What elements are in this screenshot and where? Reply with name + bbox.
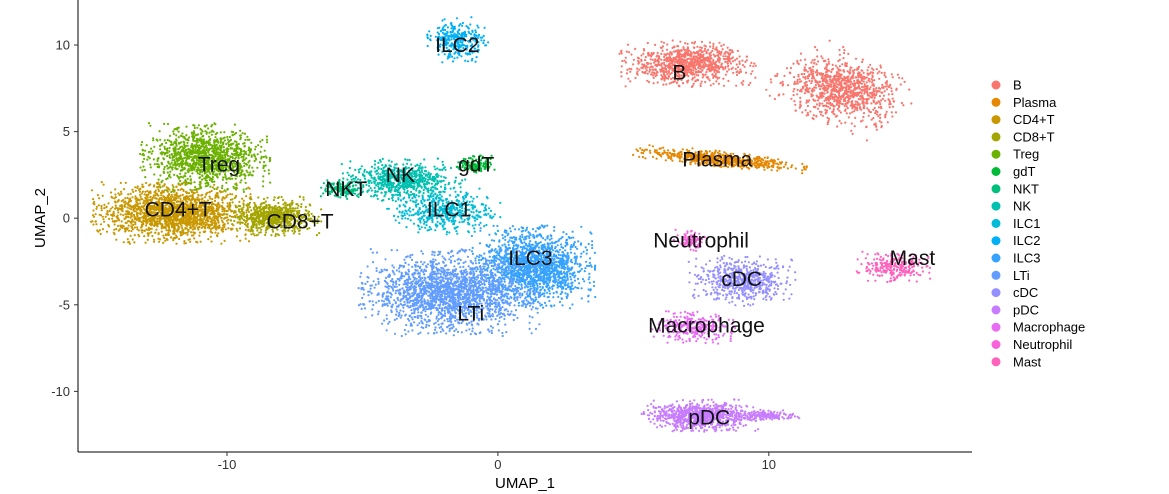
cluster-label: ILC3: [508, 247, 552, 270]
legend-label: pDC: [1013, 302, 1039, 317]
cluster-points-cdc: [687, 254, 797, 307]
x-axis-title: UMAP_1: [495, 475, 555, 492]
legend-item: Mast: [991, 354, 1042, 369]
cluster-points-cd4t: [90, 181, 256, 245]
cluster-label: NK: [386, 164, 415, 187]
cluster-label: CD4+T: [145, 199, 212, 222]
legend-label: Treg: [1013, 147, 1039, 162]
y-tick-label: -10: [51, 384, 70, 399]
cluster-points-nk: [340, 157, 467, 203]
legend-label: CD4+T: [1013, 112, 1055, 127]
legend-key: [991, 167, 1001, 176]
cluster-label: pDC: [688, 406, 730, 429]
cluster-label: ILC1: [427, 199, 471, 222]
cluster-points-ilc2: [426, 16, 490, 64]
cluster-label: Mast: [890, 247, 936, 270]
legend-item: Macrophage: [991, 320, 1085, 335]
legend-item: NKT: [991, 181, 1039, 196]
legend-key: [991, 288, 1001, 298]
legend-label: ILC2: [1013, 233, 1040, 248]
cluster-points-treg: [139, 122, 272, 193]
cluster-label: cDC: [721, 268, 762, 291]
legend-label: CD8+T: [1013, 129, 1055, 144]
legend: B Plasma CD4+T CD8+T Treg gdT NKT NK ILC1 ILC2 ILC…: [991, 78, 1085, 369]
legend-key: [991, 80, 1001, 90]
cluster-label: gdT: [458, 154, 494, 177]
x-tick-label: 10: [762, 457, 776, 472]
legend-label: B: [1013, 78, 1022, 93]
cluster-label: Neutrophil: [653, 230, 749, 253]
legend-key: [991, 305, 1001, 315]
legend-item: B: [991, 78, 1022, 93]
legend-item: pDC: [991, 302, 1039, 317]
legend-key: [991, 270, 1001, 280]
legend-item: gdT: [991, 164, 1035, 179]
y-tick-label: 0: [63, 211, 70, 226]
legend-key: [991, 115, 1001, 125]
legend-key: [991, 97, 1001, 107]
cluster-points-b: [618, 39, 913, 142]
y-tick-label: 10: [56, 38, 70, 53]
legend-key: [991, 218, 1001, 228]
x-tick-label: -10: [218, 457, 237, 472]
legend-label: ILC1: [1013, 216, 1040, 231]
legend-key: [991, 322, 1001, 332]
y-tick-label: -5: [58, 297, 70, 312]
x-ticks: -10 0 10: [218, 452, 776, 472]
legend-key: [991, 253, 1001, 263]
cluster-points-pdc: [640, 398, 801, 433]
cluster-label: CD8+T: [267, 211, 334, 234]
cluster-label: NKT: [325, 178, 367, 201]
legend-label: NK: [1013, 199, 1031, 214]
y-tick-label: 5: [63, 124, 70, 139]
legend-item: ILC1: [991, 216, 1040, 231]
cluster-label: LTi: [457, 303, 484, 326]
legend-item: CD4+T: [991, 112, 1055, 127]
legend-key: [991, 201, 1001, 211]
cluster-label: B: [672, 62, 686, 85]
cluster-points-mast: [855, 250, 932, 284]
cluster-label: Treg: [198, 154, 240, 177]
y-axis-title: UMAP_2: [32, 188, 49, 248]
cluster-points-lti: [357, 248, 541, 338]
legend-item: Neutrophil: [991, 337, 1072, 352]
legend-item: Plasma: [991, 95, 1057, 110]
legend-label: Plasma: [1013, 95, 1057, 110]
cluster-points-ilc1: [386, 187, 502, 236]
legend-item: ILC2: [991, 233, 1040, 248]
legend-item: Treg: [991, 147, 1039, 162]
legend-label: NKT: [1013, 181, 1039, 196]
legend-label: Neutrophil: [1013, 337, 1072, 352]
cluster-points-gdt: [455, 154, 496, 174]
cluster-labels: B Plasma CD4+T CD8+T Treg gdT NKT NK ILC1 ILC2 ILC…: [145, 34, 936, 429]
cluster-label: Plasma: [682, 148, 752, 171]
legend-key: [991, 236, 1001, 246]
legend-item: ILC3: [991, 251, 1040, 266]
legend-key: [991, 340, 1001, 349]
cluster-label: Macrophage: [648, 315, 765, 338]
legend-label: cDC: [1013, 285, 1038, 300]
legend-label: Macrophage: [1013, 320, 1085, 335]
legend-key: [991, 149, 1001, 159]
legend-key: [991, 132, 1001, 142]
legend-label: LTi: [1013, 268, 1030, 283]
cluster-label: ILC2: [435, 34, 479, 57]
legend-item: NK: [991, 199, 1031, 214]
legend-item: cDC: [991, 285, 1038, 300]
cluster-points-cd8t: [225, 195, 323, 238]
cluster-points-macrophage: [651, 310, 737, 345]
points-layer: [90, 16, 932, 433]
cluster-points-neutrophil: [672, 228, 707, 252]
y-ticks: -10 -5 0 5 10: [51, 38, 78, 399]
legend-key: [991, 357, 1001, 367]
legend-label: gdT: [1013, 164, 1035, 179]
cluster-points-plasma: [632, 144, 808, 175]
legend-key: [991, 184, 1001, 194]
legend-item: LTi: [991, 268, 1030, 283]
legend-item: CD8+T: [991, 129, 1055, 144]
legend-label: ILC3: [1013, 251, 1040, 266]
x-tick-label: 0: [494, 457, 501, 472]
legend-label: Mast: [1013, 354, 1042, 369]
